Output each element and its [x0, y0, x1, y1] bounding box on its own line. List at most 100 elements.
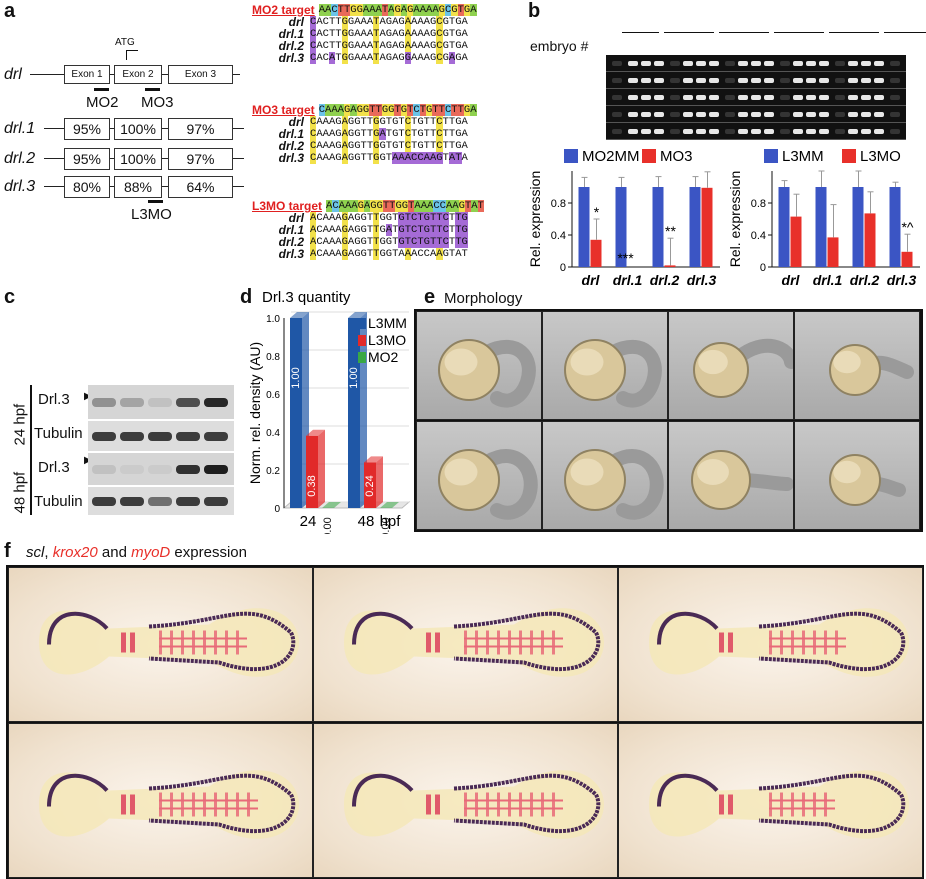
legend-swatch: [642, 149, 656, 163]
alignment-gene-name: drl.1: [278, 27, 304, 41]
base: G: [455, 52, 462, 64]
alignment-row: drl ACAAAGAGGTTGGTGTCTGTTCTTG: [252, 212, 484, 224]
base: G: [392, 116, 399, 128]
base: C: [310, 16, 317, 28]
base: G: [354, 116, 361, 128]
bar-top: [364, 456, 383, 463]
base: C: [404, 116, 411, 128]
western-blot: [88, 385, 234, 515]
alignment-seq: ACAAAGAGGTTGGTGTCTGTTCTTG: [310, 236, 468, 248]
base: A: [310, 212, 317, 224]
flatmount-image: [313, 567, 618, 722]
base: A: [426, 4, 433, 16]
base: A: [322, 224, 329, 236]
base: A: [461, 28, 468, 40]
western-band: [120, 465, 144, 474]
gel-band: [848, 61, 858, 66]
mo3-bar: [145, 88, 160, 91]
gel-band: [709, 129, 719, 134]
western-band: [176, 465, 200, 474]
base: A: [385, 224, 393, 236]
bar: [290, 318, 302, 508]
base: G: [417, 116, 424, 128]
embryo-illustration: [829, 344, 914, 396]
western-strip: [88, 385, 234, 419]
base: G: [455, 116, 462, 128]
exon-1: Exon 1: [64, 65, 110, 84]
base: A: [326, 200, 333, 212]
atg-label: ATG: [115, 37, 135, 48]
legend-swatch: [358, 318, 366, 329]
category-label: drl: [582, 272, 601, 288]
drl2-exon3-identity: 97%: [168, 148, 233, 170]
base: C: [310, 28, 317, 40]
base: A: [316, 128, 323, 140]
atg-arrow-head: [126, 50, 138, 51]
panel-e-label: e: [424, 286, 436, 308]
base: C: [316, 212, 323, 224]
base: A: [414, 200, 421, 212]
alignment-target-row: MO3 target CAAAGAGGTTGGTGTCTGTTCTTGA: [252, 104, 477, 116]
gel-band: [806, 61, 816, 66]
gel-band: [764, 112, 774, 117]
base: G: [398, 16, 405, 28]
base: C: [436, 128, 443, 140]
base: G: [347, 116, 355, 128]
alignment-gene-name: drl.2: [278, 139, 304, 153]
gel-band: [835, 78, 845, 83]
gene-drl2: drl.2: [4, 150, 36, 167]
gel-row-divider: [606, 71, 906, 72]
myod-somite: [552, 792, 555, 817]
chart-title: Drl.3 quantity: [262, 289, 351, 306]
western-band: [92, 398, 116, 407]
base: G: [398, 52, 405, 64]
bar: [664, 265, 676, 267]
alignment-row: drl.1 ACAAAGAGGTTGATGTCTGTTCTTG: [252, 224, 484, 236]
gel-band: [725, 95, 735, 100]
gel-band: [793, 129, 803, 134]
alignment-row: drl CACTTGGAAATAGAGAAAAGCGTGA: [252, 16, 477, 28]
alignment-gene-name: drl: [288, 15, 304, 29]
embryo-body: [649, 608, 909, 677]
base: T: [366, 152, 374, 164]
base: A: [328, 52, 336, 64]
flatmount-illustration: [39, 770, 299, 839]
gel-band: [654, 129, 664, 134]
base: A: [375, 4, 382, 16]
gel-band: [670, 95, 680, 100]
base: G: [429, 40, 437, 52]
base: C: [316, 236, 323, 248]
gel-band: [696, 61, 706, 66]
data-label: 1.00: [290, 367, 302, 388]
western-strip: [88, 487, 234, 515]
y-tick-label: 0: [760, 262, 766, 274]
base: C: [423, 248, 430, 260]
legend-label: MO2: [368, 349, 399, 365]
gel-band: [764, 61, 774, 66]
alignment-seq: CAAAGAGGTTGGTAAACCAAGTATA: [310, 152, 468, 164]
myod-somite: [530, 792, 533, 817]
myod-somite: [519, 792, 522, 817]
base: T: [392, 236, 399, 248]
base: G: [354, 224, 361, 236]
gel-band: [641, 112, 651, 117]
flatmount-illustration: [649, 608, 909, 677]
base: G: [423, 224, 430, 236]
base: G: [379, 140, 386, 152]
base: G: [392, 140, 399, 152]
myod-somite: [214, 792, 217, 817]
gel-row-divider: [606, 122, 906, 123]
alignment-seq: CAAAGAGGTTGGTGTCTGTTCTTGA: [310, 116, 468, 128]
gel-band: [819, 61, 829, 66]
base: T: [385, 140, 393, 152]
gel-band: [683, 78, 693, 83]
base: G: [385, 28, 393, 40]
base: A: [360, 40, 367, 52]
alignment-gene-name: drl.2: [278, 39, 304, 53]
base: A: [328, 248, 336, 260]
base: T: [398, 128, 405, 140]
l3mo-bar: [148, 200, 163, 203]
base: G: [335, 152, 342, 164]
western-band: [148, 432, 172, 441]
base: A: [316, 152, 323, 164]
